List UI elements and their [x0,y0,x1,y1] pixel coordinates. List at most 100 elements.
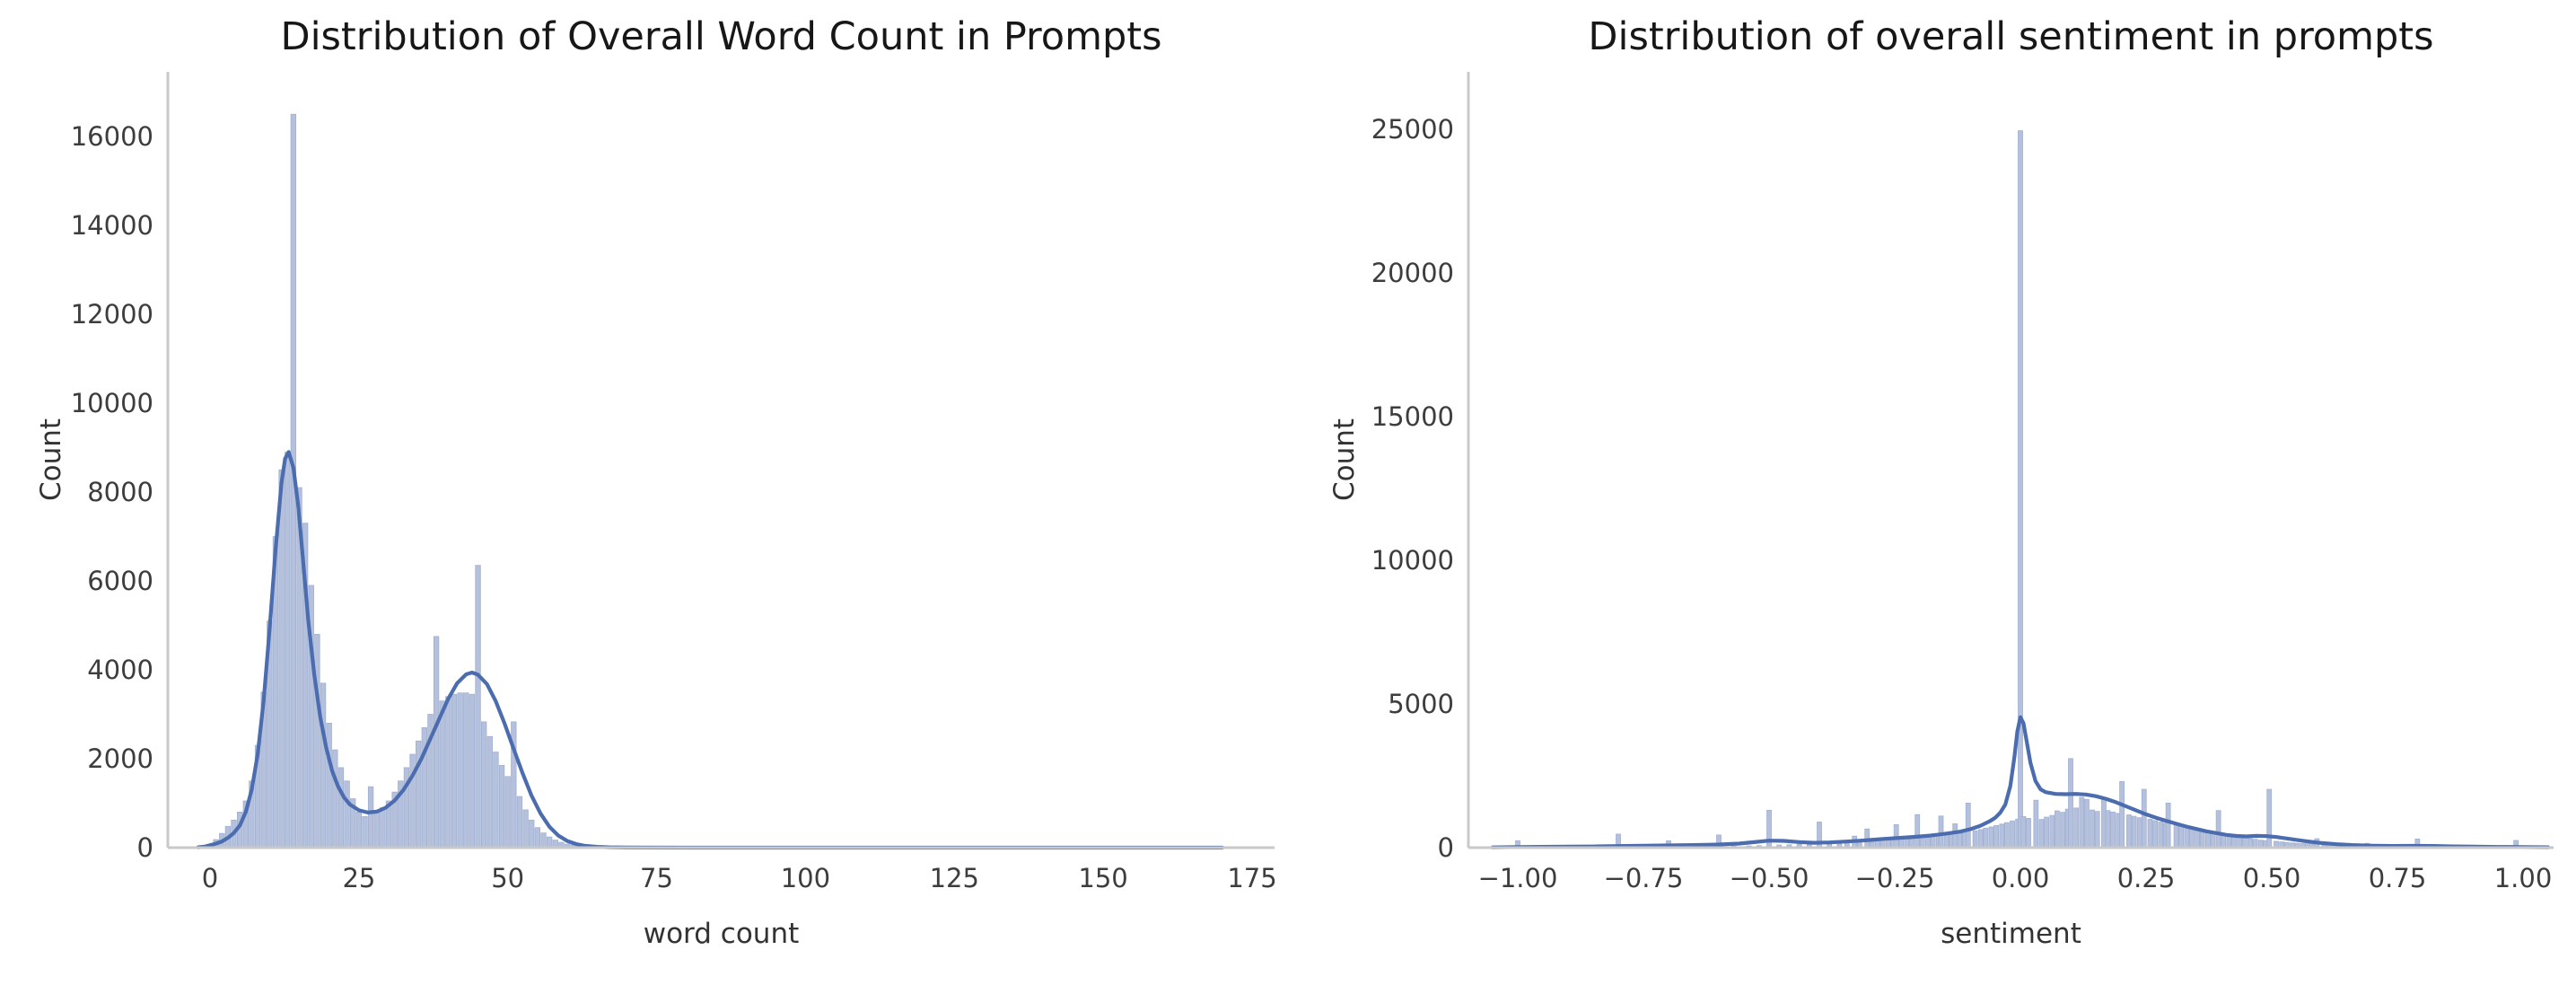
histogram-bar [1925,836,1931,849]
y-tick-label: 5000 [1388,689,1454,719]
histogram-bar [1977,829,1984,849]
histogram-bar [2084,798,2090,849]
x-tick-label: 75 [640,863,673,893]
left-y-axis-label: Count [35,418,67,502]
histogram-bar [1904,838,1910,849]
histogram-bar [445,696,451,849]
x-tick-label: 0.75 [2369,863,2427,893]
histogram-bar [2020,816,2027,849]
tick-labels: −1.00 −0.75 −0.50 −0.25 0.00 0.25 0.50 0.75 1.00… [1371,114,2553,893]
histogram-bar [362,815,368,849]
histogram-bar [278,469,285,849]
x-tick-label: 0.00 [1992,863,2050,893]
histogram-bar [2152,820,2158,849]
histogram-bar [2204,831,2211,849]
histogram-bar [2119,781,2125,849]
histogram-bar [1972,830,1978,849]
histogram-bar [1919,837,1925,849]
y-tick-label: 0 [1438,832,1454,863]
x-tick-label: 175 [1227,863,1276,893]
histogram-bar [1965,803,1971,849]
left-chart-title: Distribution of Overall Word Count in Pr… [280,14,1162,59]
histogram-bar [2231,835,2237,849]
histogram-bar [2237,836,2243,849]
histogram-bar [1993,824,2000,849]
y-tick-label: 15000 [1371,401,1454,432]
histogram-bar [2189,828,2195,849]
histogram-bar [1914,814,1921,849]
histogram-bar [2105,810,2111,849]
histogram-bar [2110,811,2116,849]
histogram-bar [457,692,463,849]
kde-curve [196,450,1224,850]
histogram-bar [2054,810,2060,849]
histogram-bar [439,700,445,849]
histogram-bar [475,565,481,849]
histogram-bar [1943,834,1950,849]
histogram-bar [2049,814,2055,849]
histogram-bar [534,827,541,849]
histogram-bar [2010,820,2015,849]
histogram-bar [2136,817,2142,849]
histogram-bar [367,786,374,849]
histogram-bar [2079,796,2085,849]
y-tick-label: 25000 [1371,114,1454,145]
y-tick-label: 10000 [1371,545,1454,576]
x-tick-label: −1.00 [1478,863,1558,893]
histogram-bar [486,735,493,849]
histogram-bar [314,634,320,849]
y-tick-label: 4000 [87,655,153,685]
histogram-bar [2044,816,2050,849]
histogram-bar [546,836,553,849]
histogram-bar [1938,815,1944,849]
x-tick-label: −0.25 [1855,863,1935,893]
histogram-bar [2073,807,2080,849]
right-chart: −1.00 −0.75 −0.50 −0.25 0.00 0.25 0.50 0.75 1.00… [1371,72,2554,893]
histogram-bar [2178,825,2185,849]
x-tick-label: 25 [342,863,375,893]
histogram-bar [504,776,511,849]
x-tick-label: 100 [781,863,830,893]
histogram-bar [481,721,487,849]
right-y-axis-label: Count [1328,418,1361,502]
histogram-bar [2241,837,2247,849]
right-chart-title: Distribution of overall sentiment in pro… [1588,14,2434,59]
histogram-bar [2068,758,2073,849]
y-tick-label: 0 [137,832,153,863]
x-tick-label: −0.75 [1604,863,1684,893]
y-tick-label: 10000 [71,388,153,418]
y-tick-label: 12000 [71,299,153,330]
histogram-bar [2195,829,2201,849]
histogram-bar [433,636,440,849]
histogram-bar [529,819,535,849]
histogram-bar [2158,822,2164,849]
histogram-bar [2173,824,2179,849]
histogram-bar [2141,788,2147,849]
histogram-bar [2094,811,2100,849]
x-tick-label: 125 [930,863,979,893]
x-tick-label: −0.50 [1730,863,1809,893]
histogram-bar [1988,826,1994,849]
y-tick-label: 6000 [87,566,153,596]
histogram-bar [337,767,345,849]
x-tick-label: 0.50 [2243,863,2301,893]
tick-labels: 0 25 50 75 100 125 150 175 0 2000 4000 6000 8000 1000… [71,121,1277,893]
x-tick-label: 0 [202,863,218,893]
histogram-bar [2215,810,2221,849]
histogram-bar [409,753,416,849]
histogram-bar [516,796,523,849]
histogram-bar [2026,817,2031,849]
histogram-bar [2210,832,2216,849]
histogram-bar [2003,822,2010,849]
y-tick-label: 2000 [87,743,153,774]
histogram-bar [2147,818,2153,849]
histogram-bar [451,693,458,849]
histogram-bar [355,812,363,849]
y-tick-label: 8000 [87,477,153,507]
histogram-bar [373,812,380,849]
histogram-bar [326,723,332,849]
histogram-bar [469,693,476,849]
histogram-bar [540,832,547,849]
